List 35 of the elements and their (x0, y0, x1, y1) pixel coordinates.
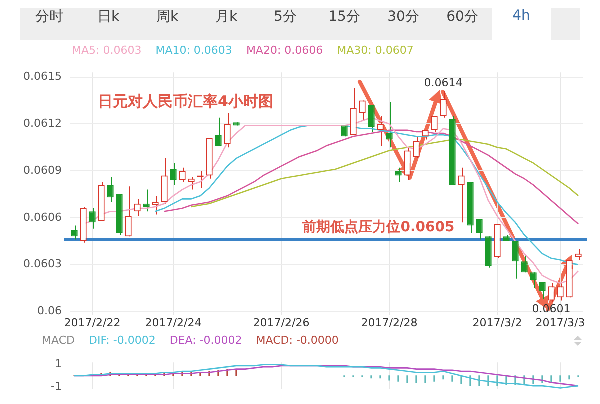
x-tick-label: 2017/2/26 (253, 316, 310, 330)
text: 月k (214, 8, 239, 27)
text: MA30: 0.0607 (337, 44, 414, 58)
annotation: 0.0614 (424, 76, 463, 90)
y-tick-label: 0.0606 (24, 210, 62, 224)
text: MA5: 0.0603 (72, 44, 142, 58)
y-axis-title: MACD (42, 334, 75, 348)
y-tick-label: 0.0603 (24, 258, 62, 271)
text: DEA: -0.0002 (170, 334, 242, 348)
text: 60分 (446, 8, 480, 27)
text: MA10: 0.0603 (156, 44, 232, 58)
text: 30分 (386, 8, 420, 27)
y-tick-label: 0.06 (38, 304, 62, 318)
annotation: 0.0601 (532, 302, 571, 316)
text: 分时 (34, 8, 64, 27)
text: MA20: 0.0606 (246, 44, 324, 58)
text: 15分 (328, 8, 362, 27)
y-tick-label: 0.0615 (24, 70, 62, 84)
y-tick-label: 0.0609 (24, 164, 62, 177)
text: 4h (492, 8, 551, 40)
text: 5分 (273, 8, 298, 27)
text: 周k (155, 8, 180, 27)
x-tick-label: 2017/2/24 (145, 316, 202, 330)
x-tick-label: 2017/2/28 (361, 316, 418, 330)
ref-line-label: 前期低点压力位0.0605 (302, 219, 455, 236)
x-tick-label: 2017/3/2 (472, 316, 522, 330)
x-tick-label: 2017/2/22 (64, 316, 121, 330)
y-tick-label: 0.0612 (24, 117, 62, 130)
text: DIF: -0.0002 (88, 334, 156, 348)
text: MACD: -0.0000 (256, 334, 339, 348)
text: 日元对人民币汇率4小时图 (98, 92, 274, 110)
y-tick-label: -1 (51, 380, 62, 394)
text: 日k (96, 8, 121, 27)
x-tick-label: 2017/3/3 (536, 316, 586, 330)
y-tick-label: 1 (55, 358, 62, 371)
